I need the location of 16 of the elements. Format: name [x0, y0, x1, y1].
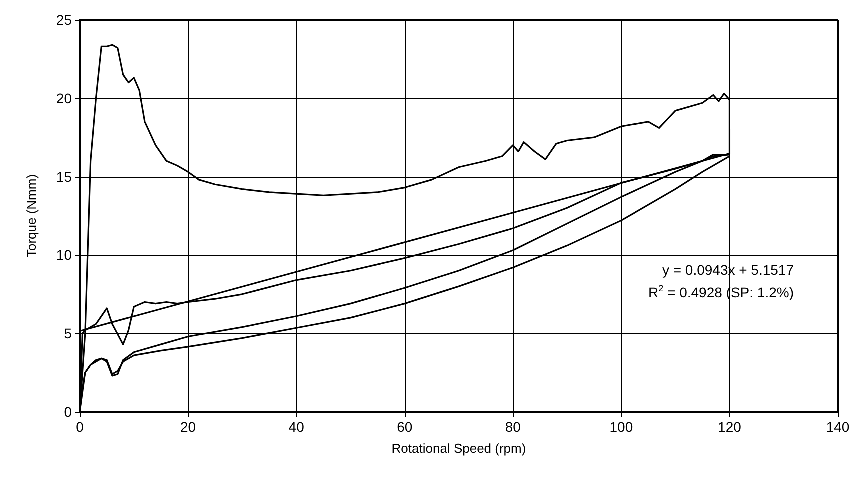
- x-tick-label: 0: [76, 419, 84, 435]
- y-tick-label: 5: [64, 326, 72, 342]
- x-tick-label: 120: [718, 419, 742, 435]
- y-axis-title: Torque (Nmm): [24, 174, 39, 258]
- x-axis-title: Rotational Speed (rpm): [392, 441, 526, 456]
- y-tick-label: 25: [56, 12, 72, 28]
- x-tick-label: 100: [610, 419, 634, 435]
- y-tick-label: 10: [56, 247, 72, 264]
- y-tick-label: 20: [56, 90, 72, 106]
- y-tick-label: 0: [64, 404, 72, 420]
- x-tick-label: 80: [505, 419, 522, 435]
- x-tick-label: 20: [180, 419, 196, 435]
- x-tick-label: 40: [288, 419, 305, 435]
- x-tick-label: 60: [397, 419, 413, 435]
- x-tick-label: 140: [826, 419, 850, 435]
- y-tick-label: 15: [56, 168, 72, 185]
